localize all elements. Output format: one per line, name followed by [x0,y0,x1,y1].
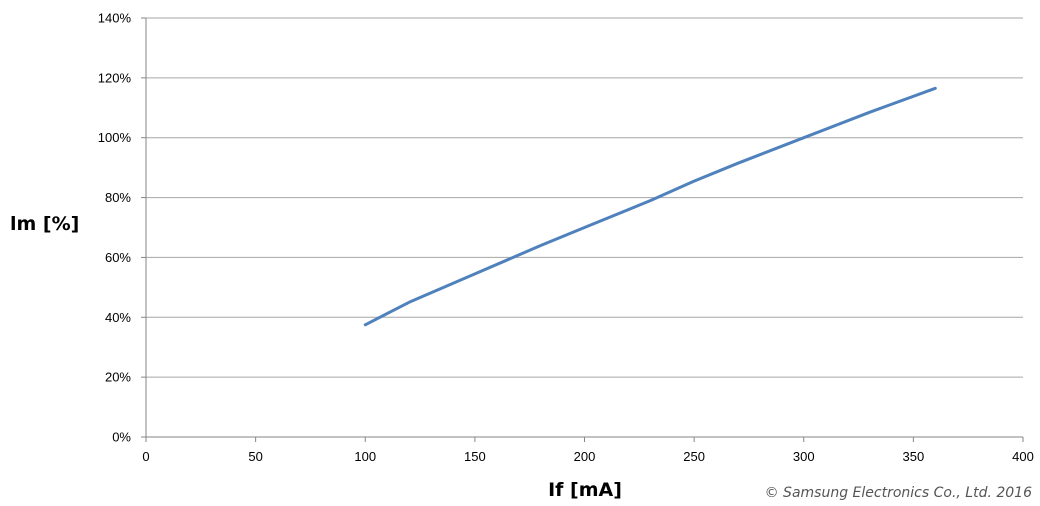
x-tick-label: 250 [683,449,705,464]
y-tick-label: 60% [105,250,131,265]
x-tick-label: 50 [248,449,262,464]
x-axis-title: If [mA] [548,479,622,501]
x-tick-label: 150 [464,449,486,464]
x-tick-label: 350 [903,449,925,464]
series-line [363,86,937,327]
x-tick-label: 300 [793,449,815,464]
axes [141,17,1024,442]
series-layer [363,86,937,327]
copyright-notice: © Samsung Electronics Co., Ltd. 2016 [765,485,1032,501]
x-tick-label: 200 [574,449,596,464]
y-tick-labels: 0% 20% 40% 60% 80% 100% 120% 140% [98,11,132,445]
x-tick-label: 400 [1012,449,1034,464]
y-tick-label: 120% [98,70,132,85]
y-axis-title: lm [%] [10,213,79,235]
y-tick-label: 0% [112,430,131,445]
gridlines [146,17,1023,378]
x-tick-label: 100 [354,449,376,464]
y-tick-label: 140% [98,11,132,26]
x-tick-label: 0 [142,449,149,464]
x-tick-labels: 0 50 100 150 200 250 300 350 400 [142,449,1033,464]
y-tick-label: 20% [105,370,131,385]
y-tick-label: 40% [105,310,131,325]
y-tick-label: 100% [98,130,132,145]
y-tick-label: 80% [105,190,131,205]
